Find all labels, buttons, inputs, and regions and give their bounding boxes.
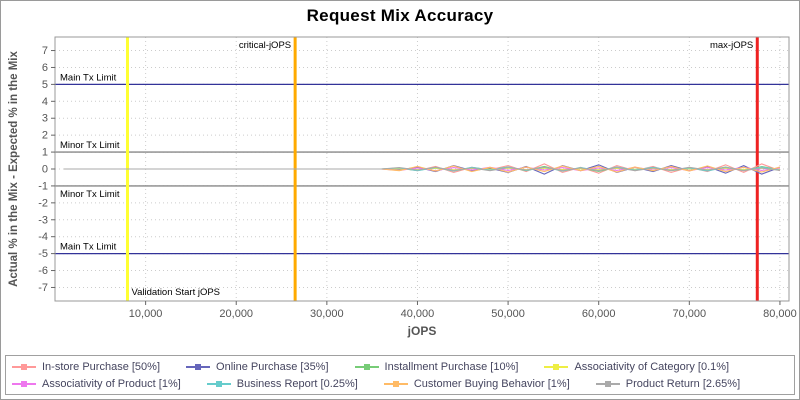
reference-label: Main Tx Limit [60, 72, 117, 83]
legend-swatch-icon [186, 362, 211, 371]
plot-region: Main Tx Limit Minor Tx Limit Minor Tx Limi… [3, 29, 797, 351]
y-axis-label: Actual % in the Mix - Expected % in the … [8, 51, 20, 287]
x-tick-label: 10,000 [129, 308, 163, 320]
legend-label: Associativity of Product [1%] [42, 377, 181, 390]
chart-canvas: Main Tx Limit Minor Tx Limit Minor Tx Limi… [8, 36, 797, 338]
legend-item: In-store Purchase [50%] [12, 361, 160, 373]
legend-item: Associativity of Category [0.1%] [544, 361, 729, 373]
y-tick-label: -4 [38, 231, 48, 243]
y-tick-label: 0 [42, 164, 48, 176]
x-tick-label: 20,000 [219, 308, 253, 320]
y-tick-label: -1 [38, 180, 48, 192]
reference-label: Minor Tx Limit [60, 189, 120, 200]
legend: In-store Purchase [50%] Online Purchase [… [5, 355, 795, 395]
y-tick-label: 7 [42, 45, 48, 57]
x-tick-label: 80,000 [763, 308, 797, 320]
legend-swatch-icon [12, 379, 36, 388]
legend-item: Installment Purchase [10%] [354, 360, 519, 373]
legend-label: Business Report [0.25%] [236, 377, 358, 390]
legend-label: In-store Purchase [50%] [42, 360, 161, 373]
reference-label: max-jOPS [710, 40, 753, 51]
legend-label: Online Purchase [35%] [216, 360, 329, 373]
reference-label: critical-jOPS [239, 40, 291, 51]
x-tick-label: 70,000 [672, 308, 706, 320]
y-tick-label: 2 [42, 130, 48, 142]
y-tick-label: -6 [38, 265, 48, 277]
x-tick-label: 50,000 [491, 308, 525, 320]
y-tick-label: 5 [42, 79, 48, 91]
x-tick-label: 40,000 [401, 308, 435, 320]
legend-swatch-icon [544, 362, 569, 371]
x-tick-label: 30,000 [310, 308, 344, 320]
y-tick-label: -5 [38, 248, 48, 260]
reference-label: Main Tx Limit [60, 242, 117, 253]
series-line-7 [64, 166, 780, 172]
y-tick-label: 4 [42, 96, 48, 108]
y-tick-label: 1 [42, 147, 48, 159]
legend-label: Installment Purchase [10%] [384, 360, 519, 373]
y-tick-label: -2 [38, 197, 48, 209]
y-tick-label: 3 [42, 113, 48, 125]
legend-item: Online Purchase [35%] [186, 361, 329, 373]
legend-row: In-store Purchase [50%] Online Purchase [… [12, 358, 788, 375]
legend-swatch-icon [595, 379, 620, 388]
x-tick-label: 60,000 [582, 308, 616, 320]
y-tick-label: -7 [38, 282, 48, 294]
legend-item: Associativity of Product [1%] [12, 378, 181, 390]
y-tick-label: 6 [42, 62, 48, 74]
legend-label: Associativity of Category [0.1%] [574, 360, 730, 373]
legend-swatch-icon [354, 362, 379, 371]
legend-swatch-icon [12, 362, 36, 371]
legend-item: Customer Buying Behavior [1%] [383, 377, 570, 390]
x-axis-label: jOPS [407, 324, 437, 338]
reference-label: Minor Tx Limit [60, 140, 120, 151]
legend-swatch-icon [206, 379, 231, 388]
legend-item: Business Report [0.25%] [206, 377, 358, 390]
reference-label: Validation Start jOPS [131, 287, 220, 298]
chart-title: Request Mix Accuracy [306, 6, 494, 25]
legend-row: Associativity of Product [1%] Business Re… [12, 375, 788, 392]
legend-swatch-icon [383, 379, 408, 388]
legend-label: Customer Buying Behavior [1%] [413, 377, 570, 390]
legend-item: Product Return [2.65%] [595, 377, 741, 390]
legend-label: Product Return [2.65%] [625, 377, 741, 390]
y-tick-label: -3 [38, 214, 48, 226]
